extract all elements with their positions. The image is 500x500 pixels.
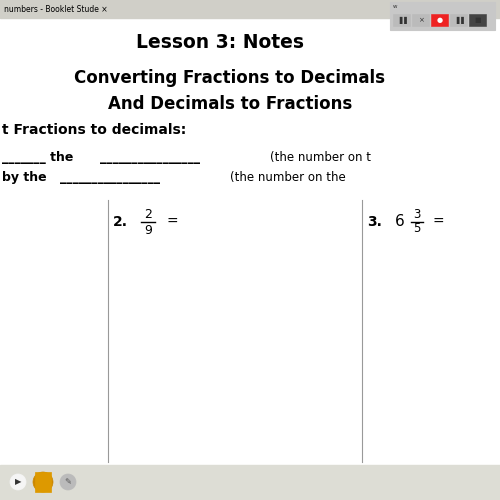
Text: Converting Fractions to Decimals: Converting Fractions to Decimals [74, 69, 386, 87]
Text: ________________: ________________ [100, 152, 200, 164]
Bar [412, 14, 429, 26]
Text: (the number on the: (the number on the [230, 172, 346, 184]
Bar [0, 465, 500, 500]
Text: 3: 3 [414, 208, 420, 222]
Text: ▐▐: ▐▐ [396, 16, 407, 24]
Text: ▶: ▶ [15, 478, 21, 486]
Bar [0, 18, 500, 465]
Text: 5: 5 [414, 222, 420, 235]
Text: ✎: ✎ [64, 478, 71, 486]
Text: Lesson 3: Notes: Lesson 3: Notes [136, 32, 304, 52]
Text: ________________: ________________ [60, 172, 160, 184]
Text: 2.: 2. [113, 215, 128, 229]
Bar [393, 14, 410, 26]
Bar [35, 472, 51, 492]
Text: by the: by the [2, 172, 46, 184]
Text: 9: 9 [144, 224, 152, 236]
Text: =: = [433, 215, 444, 229]
Text: =: = [166, 215, 177, 229]
Text: 2: 2 [144, 208, 152, 220]
Circle shape [33, 472, 53, 492]
Bar [469, 14, 486, 26]
Bar [0, 0, 500, 18]
Bar [431, 14, 448, 26]
Bar [0, 200, 500, 462]
Text: ●: ● [436, 17, 442, 23]
Text: t Fractions to decimals:: t Fractions to decimals: [2, 123, 186, 137]
Text: _______ the: _______ the [2, 152, 74, 164]
Text: ×: × [418, 17, 424, 23]
Bar [390, 2, 495, 30]
Text: 6: 6 [395, 214, 405, 230]
Circle shape [10, 474, 26, 490]
Text: And Decimals to Fractions: And Decimals to Fractions [108, 95, 352, 113]
Text: ▐▐: ▐▐ [453, 16, 464, 24]
Text: w: w [393, 4, 398, 10]
Circle shape [60, 474, 76, 490]
Bar [450, 14, 467, 26]
Text: ■: ■ [474, 17, 481, 23]
Text: numbers - Booklet Stude ×: numbers - Booklet Stude × [4, 4, 108, 14]
Text: (the number on t: (the number on t [270, 152, 371, 164]
Text: 3.: 3. [367, 215, 382, 229]
